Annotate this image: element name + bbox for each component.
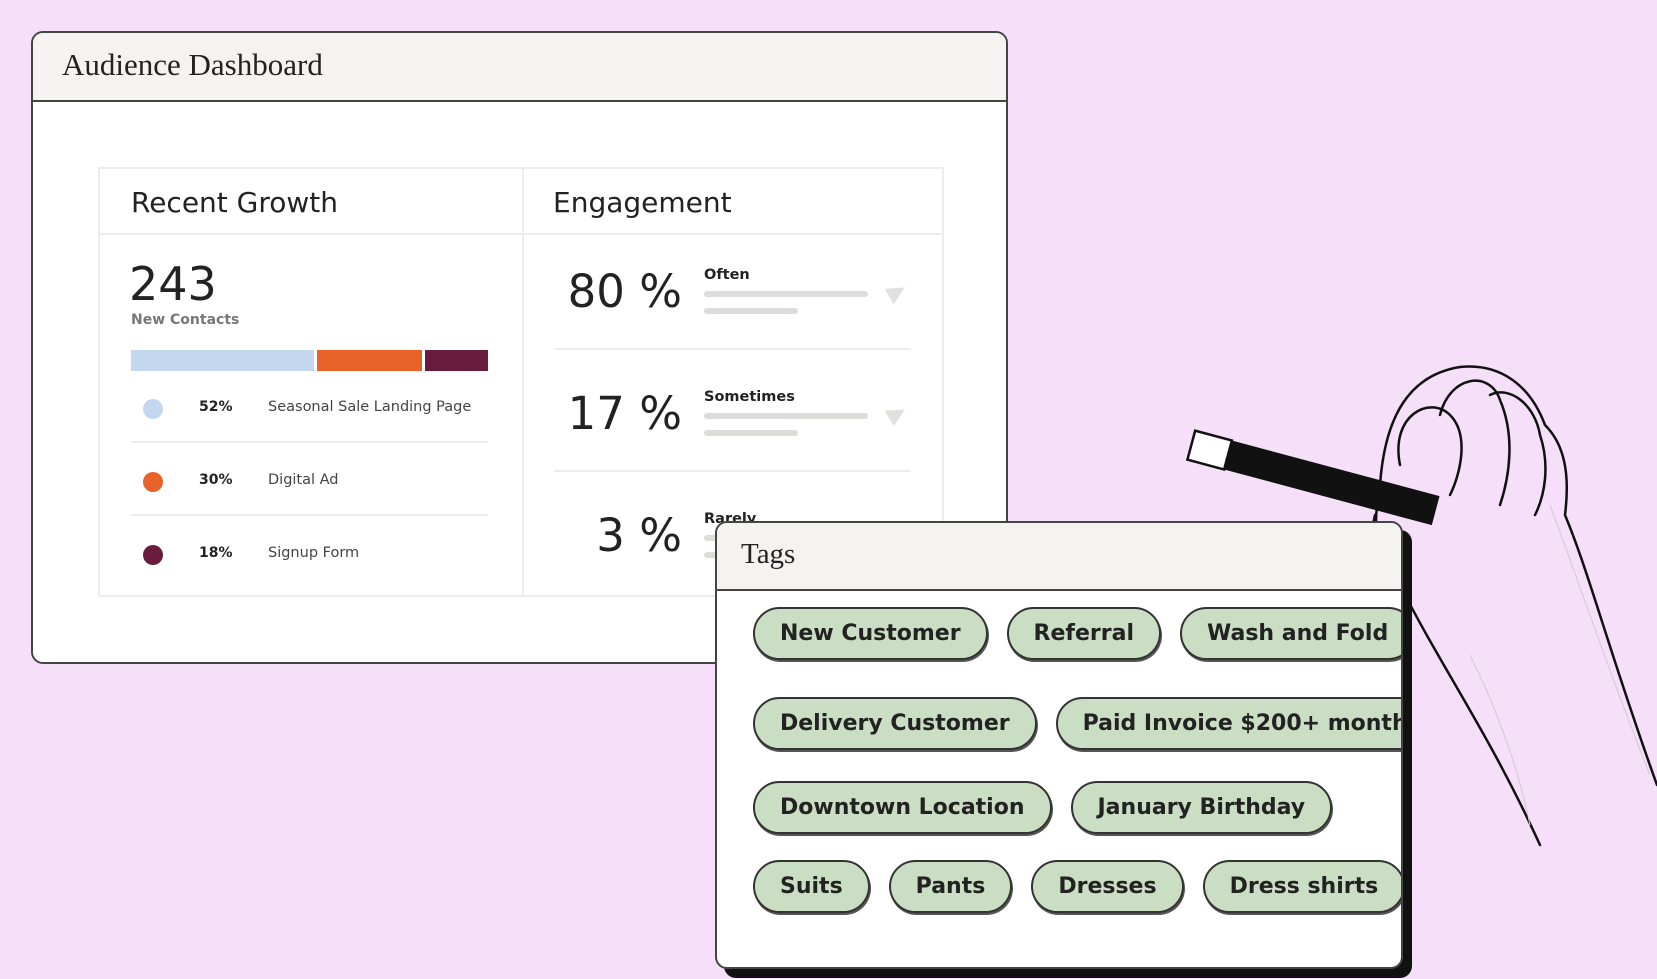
total-label: New Contacts xyxy=(131,312,240,328)
divider xyxy=(555,348,911,350)
total: 243 xyxy=(129,257,217,311)
divider xyxy=(555,470,911,472)
divider xyxy=(131,441,488,443)
legend-dot xyxy=(143,399,163,419)
engagement-label: Often xyxy=(704,267,750,283)
divider xyxy=(100,233,942,235)
engagement-label: Sometimes xyxy=(704,389,795,405)
divider xyxy=(131,514,488,516)
tag-chip: Suits xyxy=(753,860,870,913)
engagement-percent: 3 % xyxy=(596,509,682,562)
placeholder-bar xyxy=(704,430,798,436)
source-percent: 52% xyxy=(199,399,233,415)
bar-segment xyxy=(424,350,488,371)
source-name: Seasonal Sale Landing Page xyxy=(268,399,472,415)
hand-illustration xyxy=(1185,365,1657,847)
section-title: Recent Growth xyxy=(131,186,339,219)
tags-card: Tags New Customer Referral Wash and Fold De… xyxy=(715,521,1403,969)
tag-row: Downtown Location January Birthday xyxy=(753,781,1333,834)
divider xyxy=(522,169,524,595)
source-name: Signup Form xyxy=(268,545,360,561)
bar-segment xyxy=(316,350,422,371)
stacked-bar xyxy=(131,350,488,371)
tags-title: Tags xyxy=(741,538,796,570)
tag-chip: Pants xyxy=(888,860,1013,913)
tag-chip: New Customer xyxy=(753,607,988,660)
tag-chip: Wash and Fold xyxy=(1180,607,1401,660)
tag-chip: Dress shirts xyxy=(1202,860,1401,913)
placeholder-bar xyxy=(704,308,798,314)
engagement-percent: 80 % xyxy=(567,265,682,318)
section-title: Engagement xyxy=(553,186,732,219)
tag-row: Delivery Customer Paid Invoice $200+ mont… xyxy=(753,697,1401,750)
engagement-percent: 17 % xyxy=(567,387,682,440)
tag-chip: Delivery Customer xyxy=(753,697,1037,750)
bar-segment xyxy=(131,350,314,371)
send-icon xyxy=(884,279,910,305)
source-percent: 30% xyxy=(199,472,233,488)
tag-chip: Downtown Location xyxy=(753,781,1052,834)
legend-dot xyxy=(143,545,163,565)
tags-header: Tags xyxy=(717,523,1401,591)
dashboard-title: Audience Dashboard xyxy=(62,47,323,82)
tag-chip: Dresses xyxy=(1031,860,1184,913)
dashboard-header: Audience Dashboard xyxy=(33,33,1006,102)
tag-row: New Customer Referral Wash and Fold xyxy=(753,607,1401,660)
legend-dot xyxy=(143,472,163,492)
placeholder-bar xyxy=(704,413,868,419)
source-percent: 18% xyxy=(199,545,233,561)
tag-chip: January Birthday xyxy=(1070,781,1333,834)
tag-chip: Referral xyxy=(1006,607,1161,660)
source-name: Digital Ad xyxy=(268,472,339,488)
tag-row: Suits Pants Dresses Dress shirts xyxy=(753,860,1401,913)
tag-chip: Paid Invoice $200+ month xyxy=(1055,697,1401,750)
send-icon xyxy=(884,401,910,427)
placeholder-bar xyxy=(704,291,868,297)
